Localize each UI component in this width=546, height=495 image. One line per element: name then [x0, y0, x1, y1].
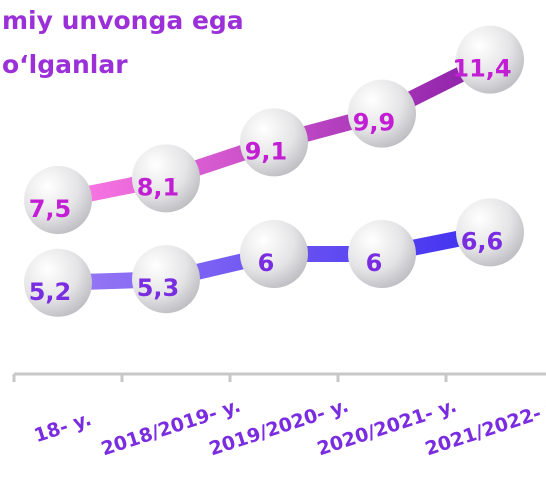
data-label: 6 [366, 249, 383, 277]
data-label: 6,6 [461, 227, 504, 255]
marker [132, 144, 200, 213]
data-label: 9,9 [353, 109, 396, 137]
marker [456, 198, 524, 267]
marker [240, 108, 308, 177]
chart-title: miy unvonga ega [2, 6, 244, 35]
x-tick-label: 18- y. [31, 408, 94, 447]
marker [24, 248, 92, 317]
marker [132, 245, 200, 314]
chart-title: o‘lganlar [2, 50, 128, 79]
data-label: 5,3 [137, 274, 180, 302]
data-label: 8,1 [137, 173, 180, 201]
marker [240, 220, 308, 288]
data-label: 6 [258, 249, 275, 277]
data-label: 7,5 [29, 195, 72, 223]
data-label: 9,1 [245, 137, 288, 165]
marker [348, 79, 416, 148]
data-label: 11,4 [452, 55, 511, 83]
marker [348, 220, 416, 288]
marker [24, 166, 92, 234]
data-label: 5,2 [29, 278, 72, 306]
marker [456, 25, 524, 94]
